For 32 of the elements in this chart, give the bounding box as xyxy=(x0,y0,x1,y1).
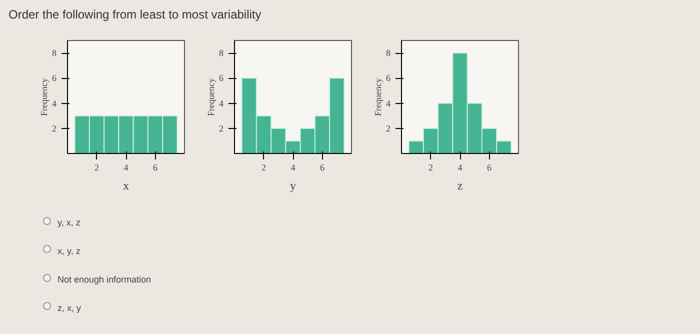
y-tick-label: 6 xyxy=(386,73,391,84)
y-tick-label: 2 xyxy=(386,123,390,134)
y-tick-label: 6 xyxy=(52,73,57,84)
x-tick-label: 2 xyxy=(94,162,99,172)
y-tick-label: 4 xyxy=(52,98,57,108)
y-tick-label: 2 xyxy=(219,123,224,134)
y-tick-label: 4 xyxy=(219,98,224,108)
text: x, y, z xyxy=(58,246,81,256)
x-tick-label: 4 xyxy=(290,162,296,172)
x-tick-label: 2 xyxy=(262,162,266,172)
x-axis-title: y xyxy=(290,178,296,192)
y-axis-title: Frequency xyxy=(373,78,383,116)
y-axis-title: Frequency xyxy=(39,78,49,116)
x-tick-label: 6 xyxy=(487,162,492,172)
text: z, x, y xyxy=(58,303,82,313)
y-tick-label: 8 xyxy=(386,48,391,58)
y-axis-title: Frequency xyxy=(206,78,216,116)
text: y, x, z xyxy=(58,218,81,228)
x-axis-title: x xyxy=(123,178,129,192)
x-axis-title: z xyxy=(457,178,463,192)
y-tick-label: 4 xyxy=(386,98,391,108)
y-tick-label: 8 xyxy=(52,48,57,58)
x-tick-label: 6 xyxy=(320,162,325,172)
y-tick-label: 8 xyxy=(219,48,224,58)
y-tick-label: 2 xyxy=(52,123,56,134)
text: Order the following from least to most variability xyxy=(8,8,262,22)
x-tick-label: 4 xyxy=(124,162,129,172)
x-tick-label: 2 xyxy=(428,162,433,172)
x-tick-label: 4 xyxy=(458,162,463,172)
y-tick-label: 6 xyxy=(219,73,224,84)
x-tick-label: 6 xyxy=(153,162,158,172)
text: Not enough information xyxy=(58,274,152,284)
